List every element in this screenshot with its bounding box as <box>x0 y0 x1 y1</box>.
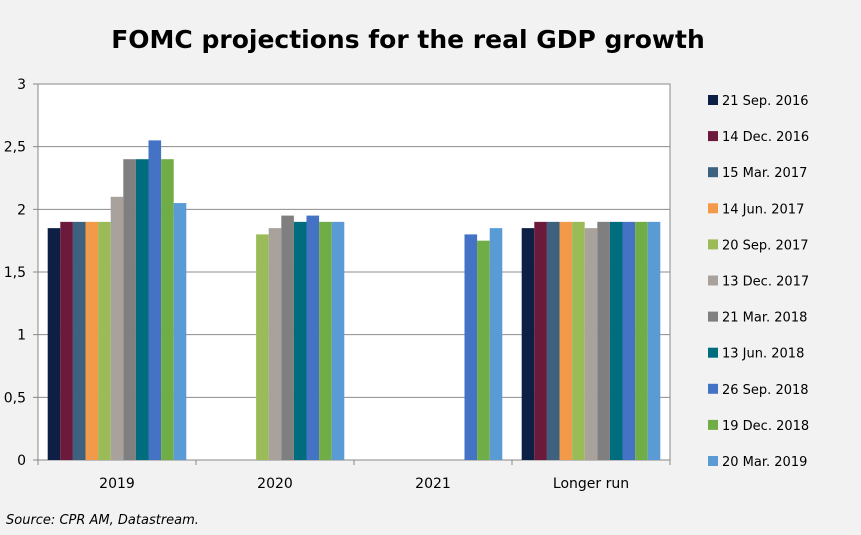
bar <box>647 221 661 460</box>
y-tick-label: 2,5 <box>4 140 26 156</box>
legend-swatch <box>708 311 718 322</box>
bar <box>173 203 187 460</box>
bar <box>331 221 345 460</box>
chart-title: FOMC projections for the real GDP growth <box>111 25 705 54</box>
bar <box>161 159 174 460</box>
bar <box>464 234 478 460</box>
bar <box>584 228 598 460</box>
source-note: Source: CPR AM, Datastream. <box>6 513 199 528</box>
legend-label: 13 Dec. 2017 <box>722 275 809 290</box>
legend-label: 26 Sep. 2018 <box>722 383 809 398</box>
x-category-label: 2019 <box>99 476 135 492</box>
bar <box>135 159 149 460</box>
bar <box>609 221 623 460</box>
bar <box>47 228 61 460</box>
y-tick-label: 3 <box>17 77 26 93</box>
bar <box>98 221 111 460</box>
bar <box>622 221 636 460</box>
x-category-label: 2021 <box>415 476 451 492</box>
x-category-label: 2020 <box>257 476 293 492</box>
x-category-label: Longer run <box>553 476 629 492</box>
legend-label: 20 Mar. 2019 <box>722 455 807 470</box>
legend-swatch <box>708 456 718 466</box>
y-tick-label: 2 <box>17 202 26 218</box>
legend-label: 21 Sep. 2016 <box>722 94 809 109</box>
bar <box>85 221 99 460</box>
y-tick-label: 0 <box>17 453 26 469</box>
bar <box>534 221 547 460</box>
bar <box>489 228 503 460</box>
legend-label: 14 Jun. 2017 <box>722 202 804 217</box>
legend-swatch <box>708 131 718 142</box>
bar <box>256 234 269 460</box>
bar <box>110 196 124 461</box>
bar <box>60 221 73 460</box>
bar <box>281 215 294 460</box>
bar <box>559 221 573 460</box>
bar <box>477 240 490 460</box>
legend-label: 19 Dec. 2018 <box>722 419 809 434</box>
legend-label: 13 Jun. 2018 <box>722 347 804 362</box>
bar <box>546 221 560 460</box>
legend-label: 14 Dec. 2016 <box>722 130 809 145</box>
bar <box>597 221 610 460</box>
legend-swatch <box>708 95 718 105</box>
y-tick-label: 1,5 <box>4 265 26 281</box>
bar <box>306 215 320 460</box>
legend-swatch <box>708 203 718 214</box>
bar <box>635 221 648 460</box>
bar <box>268 228 282 460</box>
legend-swatch <box>708 419 718 430</box>
bar <box>293 221 307 460</box>
legend-label: 21 Mar. 2018 <box>722 311 807 326</box>
legend-swatch <box>708 347 718 358</box>
legend-swatch <box>708 239 718 250</box>
legend-label: 20 Sep. 2017 <box>722 238 809 253</box>
bar <box>521 228 535 460</box>
y-tick-label: 1 <box>17 328 26 344</box>
legend-swatch <box>708 383 718 394</box>
y-tick-label: 0,5 <box>4 390 26 406</box>
bar <box>123 159 136 460</box>
bar <box>319 221 332 460</box>
legend-swatch <box>708 167 718 178</box>
legend-swatch <box>708 275 718 286</box>
legend-label: 15 Mar. 2017 <box>722 166 807 181</box>
bar <box>72 221 86 460</box>
bar <box>572 221 585 460</box>
bar <box>148 140 162 460</box>
